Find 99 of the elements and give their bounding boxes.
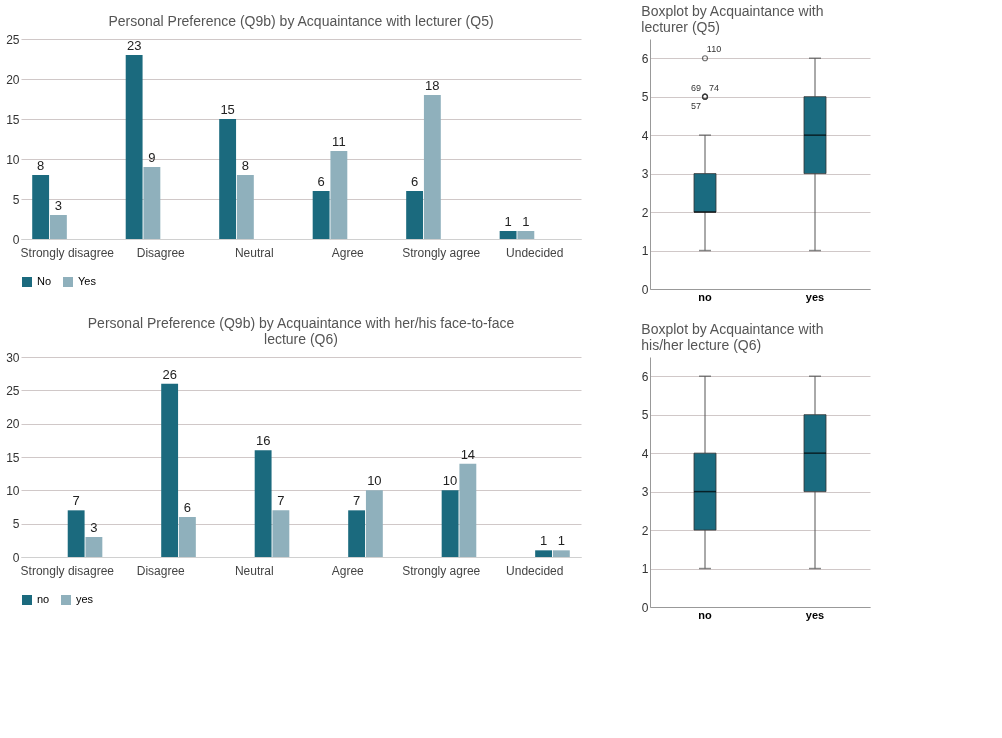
y-tick-label: 5 xyxy=(12,192,20,207)
bar xyxy=(330,151,348,239)
x-tick-label: Disagree xyxy=(136,245,186,260)
y-tick-label: 6 xyxy=(641,51,649,66)
legend-label: no xyxy=(37,593,50,605)
bar xyxy=(236,175,254,239)
data-label: 16 xyxy=(255,433,271,449)
x-tick-label: Agree xyxy=(331,245,365,260)
data-label: 3 xyxy=(90,520,98,535)
bar xyxy=(535,550,553,557)
y-tick-label: 6 xyxy=(641,369,649,384)
legend-label: yes xyxy=(76,593,94,605)
y-tick-label: 25 xyxy=(6,32,20,47)
data-label: 6 xyxy=(317,174,325,189)
bar xyxy=(178,517,196,557)
bar xyxy=(406,191,424,239)
data-label: 6 xyxy=(410,174,419,189)
chart-title: Personal Preference (Q9b) by Acquaintance with lecturer (Q5) xyxy=(108,13,494,29)
y-tick-label: 10 xyxy=(6,152,20,167)
data-label: 10 xyxy=(367,473,382,489)
bar xyxy=(67,510,85,557)
bar xyxy=(125,55,143,239)
bar xyxy=(517,231,535,239)
y-tick-label: 2 xyxy=(641,523,649,538)
y-tick-label: 3 xyxy=(641,485,649,500)
y-tick-label: 5 xyxy=(641,408,649,423)
y-tick-label: 5 xyxy=(641,90,649,105)
bar xyxy=(219,119,237,239)
bar xyxy=(254,450,272,557)
data-label: 1 xyxy=(504,214,512,229)
data-label: 7 xyxy=(277,493,285,509)
y-tick-label: 25 xyxy=(6,383,20,398)
y-tick-label: 2 xyxy=(641,205,649,220)
data-label: 10 xyxy=(442,473,458,489)
y-tick-label: 30 xyxy=(6,350,20,365)
data-label: 14 xyxy=(460,446,476,462)
x-tick-label: Strongly disagree xyxy=(20,563,115,578)
annotation: 74 xyxy=(708,82,720,93)
bar xyxy=(143,167,161,239)
bar xyxy=(312,191,330,239)
y-tick-label: 10 xyxy=(6,483,20,498)
chart-title: Boxplot by Acquaintance with his/her lecture (Q6) xyxy=(641,321,824,353)
data-label: 7 xyxy=(72,493,80,509)
legend-label: Yes xyxy=(78,275,97,287)
bar xyxy=(423,95,441,239)
x-tick-label: Agree xyxy=(331,563,365,578)
y-tick-label: 15 xyxy=(6,450,20,465)
bar xyxy=(365,490,383,557)
y-tick-label: 1 xyxy=(641,562,649,577)
x-tick-label: Undecided xyxy=(506,245,564,260)
x-tick-label: Strongly agree xyxy=(402,245,481,260)
bar xyxy=(32,175,50,239)
data-label: 15 xyxy=(220,102,235,117)
data-label: 9 xyxy=(148,150,156,165)
data-label: 7 xyxy=(353,493,361,509)
data-label: 26 xyxy=(162,366,177,382)
x-tick-label: Disagree xyxy=(136,563,186,578)
y-tick-label: 20 xyxy=(6,72,20,87)
chart-title: Boxplot by Acquaintance with lecturer (Q5) xyxy=(641,3,824,35)
data-label: 8 xyxy=(37,158,45,173)
y-tick-label: 4 xyxy=(641,128,649,143)
bar xyxy=(459,463,477,557)
chart-title: Personal Preference (Q9b) by Acquaintance with her/his face-to-face lecture (Q6) xyxy=(87,315,515,347)
legend-label: No xyxy=(37,275,52,287)
bar xyxy=(499,231,517,239)
y-tick-label: 20 xyxy=(6,417,20,432)
data-label: 1 xyxy=(522,214,530,229)
x-tick-label: Neutral xyxy=(234,245,274,260)
y-tick-label: 0 xyxy=(641,600,649,615)
annotation: 110 xyxy=(706,44,722,55)
data-label: 23 xyxy=(126,38,142,53)
data-label: 11 xyxy=(332,134,346,149)
x-tick-label: Undecided xyxy=(506,563,564,578)
data-label: 1 xyxy=(539,533,548,549)
data-label: 6 xyxy=(183,500,192,515)
y-tick-label: 5 xyxy=(12,517,20,532)
annotation: 57 xyxy=(690,100,702,111)
bar xyxy=(161,383,179,557)
bar xyxy=(348,510,366,557)
data-label: 8 xyxy=(241,158,249,173)
y-tick-label: 0 xyxy=(12,550,20,565)
bar xyxy=(272,510,290,557)
x-tick-label: Strongly agree xyxy=(402,563,481,578)
x-tick-label: Strongly disagree xyxy=(20,245,115,260)
y-tick-label: 15 xyxy=(6,112,20,127)
data-label: 3 xyxy=(54,198,63,213)
bar xyxy=(49,215,67,239)
y-tick-label: 3 xyxy=(641,167,649,182)
bar xyxy=(552,550,570,557)
x-tick-label: Neutral xyxy=(234,563,274,578)
y-tick-label: 0 xyxy=(641,282,649,297)
y-tick-label: 4 xyxy=(641,446,649,461)
bar xyxy=(441,490,459,557)
data-label: 1 xyxy=(557,533,565,549)
y-tick-label: 1 xyxy=(641,244,649,259)
bar xyxy=(85,537,103,557)
data-label: 18 xyxy=(425,78,440,93)
y-tick-label: 0 xyxy=(12,232,20,247)
annotation: 69 xyxy=(690,82,702,93)
